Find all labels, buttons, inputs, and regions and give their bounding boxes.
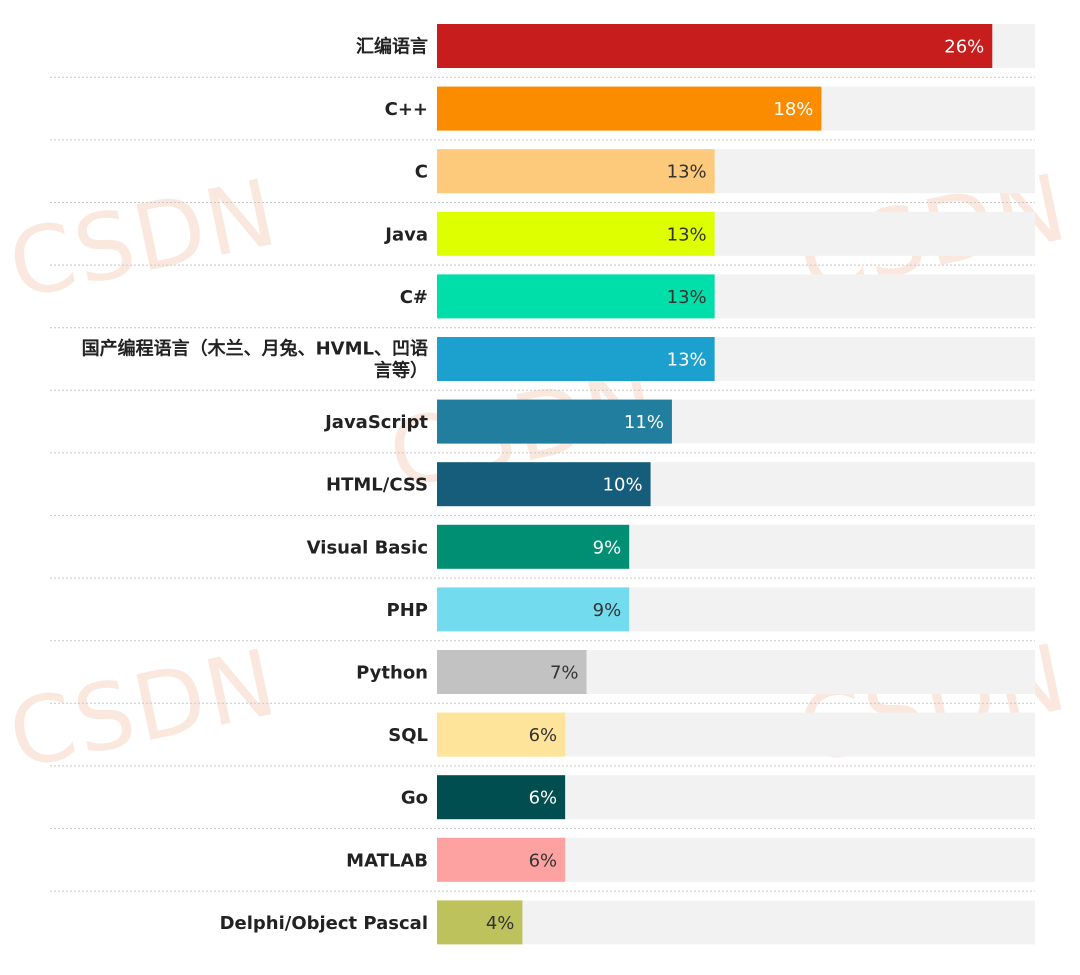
bar-value-label: 6% xyxy=(529,725,558,746)
bar-value-label: 4% xyxy=(486,913,515,934)
category-label: 国产编程语言（木兰、月兔、HVML、凹语言等） xyxy=(82,338,428,382)
bar xyxy=(437,775,566,820)
bar-value-label: 13% xyxy=(667,162,707,183)
chart-row: 7% Python xyxy=(50,640,1035,694)
category-label: 汇编语言 xyxy=(356,36,428,58)
bar xyxy=(437,274,715,319)
chart-row: 13% C# xyxy=(50,264,1035,319)
category-label: Go xyxy=(401,788,428,809)
chart-row: 9% Visual Basic xyxy=(50,515,1035,569)
bar xyxy=(437,712,566,757)
category-label: SQL xyxy=(388,725,428,746)
chart-row: 6% Go xyxy=(50,765,1035,820)
bar xyxy=(437,211,715,256)
bar-value-label: 10% xyxy=(603,475,643,496)
chart-row: 13% 国产编程语言（木兰、月兔、HVML、凹语言等） xyxy=(50,327,1035,382)
category-label: C++ xyxy=(385,99,428,120)
chart-row: 26% 汇编语言 xyxy=(356,24,1035,68)
bar-value-label: 9% xyxy=(593,537,622,558)
bar-value-label: 18% xyxy=(773,99,813,120)
bar xyxy=(437,524,630,569)
chart-row: 18% C++ xyxy=(50,76,1035,131)
category-label: C# xyxy=(400,287,428,308)
bar xyxy=(437,462,651,507)
bar-value-label: 13% xyxy=(667,350,707,371)
bar-value-label: 13% xyxy=(667,287,707,308)
category-label: Java xyxy=(383,224,428,245)
bar-value-label: 26% xyxy=(944,37,984,58)
category-label: C xyxy=(415,162,428,183)
chart-row: 13% C xyxy=(50,139,1035,194)
category-label: PHP xyxy=(387,600,428,621)
category-label: Delphi/Object Pascal xyxy=(220,913,428,934)
bar-value-label: 7% xyxy=(550,663,579,684)
bar-value-label: 6% xyxy=(529,850,558,871)
watermark-text: CSDN xyxy=(790,624,1077,785)
chart-row: 13% Java xyxy=(50,202,1035,256)
bar-value-label: 11% xyxy=(624,412,664,433)
chart-rows: 26% 汇编语言 18% C++ 13% C 13% Java 13% C# 13% 国产编程语言（木… xyxy=(50,24,1035,945)
bar-value-label: 13% xyxy=(667,224,707,245)
bar xyxy=(437,650,587,694)
category-label: Python xyxy=(356,663,428,684)
category-label: Visual Basic xyxy=(307,537,428,558)
chart-row: 6% SQL xyxy=(50,702,1035,757)
category-label: JavaScript xyxy=(323,412,428,433)
watermark-text: CSDN xyxy=(0,159,287,320)
category-label: HTML/CSS xyxy=(326,475,428,496)
bar xyxy=(437,837,566,882)
bar xyxy=(437,900,523,945)
category-label: MATLAB xyxy=(346,850,428,871)
bar-track xyxy=(437,900,1035,945)
bar-value-label: 6% xyxy=(529,788,558,809)
bar xyxy=(437,399,672,444)
bar xyxy=(437,86,822,131)
chart-row: 11% JavaScript xyxy=(50,389,1035,444)
bar xyxy=(437,587,630,632)
chart-row: 4% Delphi/Object Pascal xyxy=(50,890,1035,945)
chart-row: 6% MATLAB xyxy=(50,828,1035,882)
bar xyxy=(437,24,993,68)
chart-row: 10% HTML/CSS xyxy=(50,452,1035,507)
bar-value-label: 9% xyxy=(593,600,622,621)
bar xyxy=(437,149,715,194)
bar xyxy=(437,337,715,381)
chart-row: 9% PHP xyxy=(50,577,1035,632)
